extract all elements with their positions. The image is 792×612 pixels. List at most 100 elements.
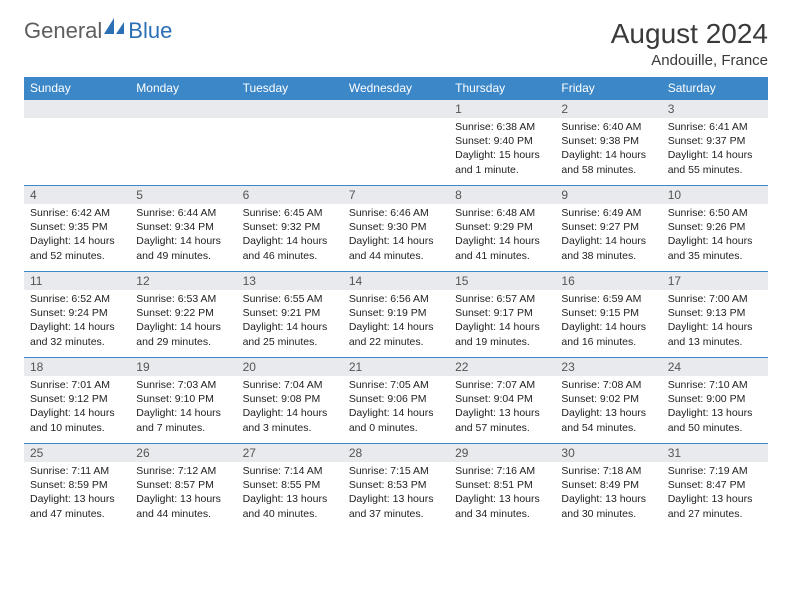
- day-data: Sunrise: 6:55 AMSunset: 9:21 PMDaylight:…: [237, 290, 343, 353]
- calendar-body: 1Sunrise: 6:38 AMSunset: 9:40 PMDaylight…: [24, 100, 768, 530]
- sail-icon: [104, 18, 126, 36]
- day-data: Sunrise: 7:15 AMSunset: 8:53 PMDaylight:…: [343, 462, 449, 525]
- day-header: Monday: [130, 77, 236, 100]
- day-number-empty: [237, 100, 343, 118]
- day-data: Sunrise: 6:50 AMSunset: 9:26 PMDaylight:…: [662, 204, 768, 267]
- daylight-line: Daylight: 14 hours and 25 minutes.: [243, 320, 337, 348]
- calendar-day-cell: 21Sunrise: 7:05 AMSunset: 9:06 PMDayligh…: [343, 358, 449, 444]
- daylight-line: Daylight: 14 hours and 41 minutes.: [455, 234, 549, 262]
- day-data: Sunrise: 6:49 AMSunset: 9:27 PMDaylight:…: [555, 204, 661, 267]
- daylight-line: Daylight: 13 hours and 47 minutes.: [30, 492, 124, 520]
- day-data: Sunrise: 6:57 AMSunset: 9:17 PMDaylight:…: [449, 290, 555, 353]
- daylight-line: Daylight: 13 hours and 54 minutes.: [561, 406, 655, 434]
- calendar-page: General Blue August 2024 Andouille, Fran…: [0, 0, 792, 530]
- sunset-line: Sunset: 9:04 PM: [455, 392, 549, 406]
- sunrise-line: Sunrise: 7:18 AM: [561, 464, 655, 478]
- day-data: Sunrise: 7:05 AMSunset: 9:06 PMDaylight:…: [343, 376, 449, 439]
- sunset-line: Sunset: 9:06 PM: [349, 392, 443, 406]
- daylight-line: Daylight: 14 hours and 16 minutes.: [561, 320, 655, 348]
- calendar-day-cell: 28Sunrise: 7:15 AMSunset: 8:53 PMDayligh…: [343, 444, 449, 530]
- day-header-row: SundayMondayTuesdayWednesdayThursdayFrid…: [24, 77, 768, 100]
- sunset-line: Sunset: 9:32 PM: [243, 220, 337, 234]
- sunset-line: Sunset: 9:13 PM: [668, 306, 762, 320]
- day-number: 7: [343, 186, 449, 204]
- daylight-line: Daylight: 14 hours and 35 minutes.: [668, 234, 762, 262]
- calendar-empty-cell: [343, 100, 449, 186]
- day-header: Wednesday: [343, 77, 449, 100]
- sunrise-line: Sunrise: 7:19 AM: [668, 464, 762, 478]
- sunrise-line: Sunrise: 6:48 AM: [455, 206, 549, 220]
- sunrise-line: Sunrise: 6:57 AM: [455, 292, 549, 306]
- daylight-line: Daylight: 13 hours and 37 minutes.: [349, 492, 443, 520]
- day-data: Sunrise: 7:00 AMSunset: 9:13 PMDaylight:…: [662, 290, 768, 353]
- day-number: 27: [237, 444, 343, 462]
- sunset-line: Sunset: 8:55 PM: [243, 478, 337, 492]
- calendar-day-cell: 12Sunrise: 6:53 AMSunset: 9:22 PMDayligh…: [130, 272, 236, 358]
- day-number-empty: [130, 100, 236, 118]
- brand-text-general: General: [24, 18, 102, 44]
- day-number: 24: [662, 358, 768, 376]
- calendar-empty-cell: [24, 100, 130, 186]
- sunrise-line: Sunrise: 7:07 AM: [455, 378, 549, 392]
- sunrise-line: Sunrise: 7:15 AM: [349, 464, 443, 478]
- day-data: Sunrise: 6:42 AMSunset: 9:35 PMDaylight:…: [24, 204, 130, 267]
- sunset-line: Sunset: 9:37 PM: [668, 134, 762, 148]
- day-number: 10: [662, 186, 768, 204]
- calendar-day-cell: 14Sunrise: 6:56 AMSunset: 9:19 PMDayligh…: [343, 272, 449, 358]
- calendar-day-cell: 9Sunrise: 6:49 AMSunset: 9:27 PMDaylight…: [555, 186, 661, 272]
- location-label: Andouille, France: [611, 52, 768, 69]
- daylight-line: Daylight: 13 hours and 57 minutes.: [455, 406, 549, 434]
- calendar-day-cell: 30Sunrise: 7:18 AMSunset: 8:49 PMDayligh…: [555, 444, 661, 530]
- sunset-line: Sunset: 9:24 PM: [30, 306, 124, 320]
- day-data: Sunrise: 6:59 AMSunset: 9:15 PMDaylight:…: [555, 290, 661, 353]
- calendar-day-cell: 31Sunrise: 7:19 AMSunset: 8:47 PMDayligh…: [662, 444, 768, 530]
- sunset-line: Sunset: 9:38 PM: [561, 134, 655, 148]
- calendar-day-cell: 15Sunrise: 6:57 AMSunset: 9:17 PMDayligh…: [449, 272, 555, 358]
- day-number: 31: [662, 444, 768, 462]
- sunset-line: Sunset: 9:21 PM: [243, 306, 337, 320]
- daylight-line: Daylight: 14 hours and 49 minutes.: [136, 234, 230, 262]
- day-number: 14: [343, 272, 449, 290]
- calendar-table: SundayMondayTuesdayWednesdayThursdayFrid…: [24, 77, 768, 530]
- sunset-line: Sunset: 8:47 PM: [668, 478, 762, 492]
- day-header: Friday: [555, 77, 661, 100]
- sunset-line: Sunset: 9:19 PM: [349, 306, 443, 320]
- sunrise-line: Sunrise: 7:12 AM: [136, 464, 230, 478]
- day-number: 25: [24, 444, 130, 462]
- day-data: Sunrise: 7:18 AMSunset: 8:49 PMDaylight:…: [555, 462, 661, 525]
- day-data: Sunrise: 7:14 AMSunset: 8:55 PMDaylight:…: [237, 462, 343, 525]
- daylight-line: Daylight: 14 hours and 3 minutes.: [243, 406, 337, 434]
- calendar-day-cell: 2Sunrise: 6:40 AMSunset: 9:38 PMDaylight…: [555, 100, 661, 186]
- calendar-day-cell: 5Sunrise: 6:44 AMSunset: 9:34 PMDaylight…: [130, 186, 236, 272]
- calendar-day-cell: 23Sunrise: 7:08 AMSunset: 9:02 PMDayligh…: [555, 358, 661, 444]
- calendar-day-cell: 13Sunrise: 6:55 AMSunset: 9:21 PMDayligh…: [237, 272, 343, 358]
- daylight-line: Daylight: 13 hours and 40 minutes.: [243, 492, 337, 520]
- sunset-line: Sunset: 8:53 PM: [349, 478, 443, 492]
- day-data: Sunrise: 6:40 AMSunset: 9:38 PMDaylight:…: [555, 118, 661, 181]
- day-data: Sunrise: 7:03 AMSunset: 9:10 PMDaylight:…: [130, 376, 236, 439]
- day-number: 12: [130, 272, 236, 290]
- daylight-line: Daylight: 14 hours and 13 minutes.: [668, 320, 762, 348]
- sunset-line: Sunset: 9:12 PM: [30, 392, 124, 406]
- sunset-line: Sunset: 9:34 PM: [136, 220, 230, 234]
- sunrise-line: Sunrise: 7:05 AM: [349, 378, 443, 392]
- calendar-day-cell: 24Sunrise: 7:10 AMSunset: 9:00 PMDayligh…: [662, 358, 768, 444]
- day-data: Sunrise: 6:48 AMSunset: 9:29 PMDaylight:…: [449, 204, 555, 267]
- day-number: 30: [555, 444, 661, 462]
- calendar-day-cell: 19Sunrise: 7:03 AMSunset: 9:10 PMDayligh…: [130, 358, 236, 444]
- sunrise-line: Sunrise: 6:52 AM: [30, 292, 124, 306]
- brand-text-blue: Blue: [128, 18, 172, 44]
- brand-logo: General Blue: [24, 18, 172, 44]
- sunrise-line: Sunrise: 7:01 AM: [30, 378, 124, 392]
- daylight-line: Daylight: 13 hours and 50 minutes.: [668, 406, 762, 434]
- calendar-day-cell: 1Sunrise: 6:38 AMSunset: 9:40 PMDaylight…: [449, 100, 555, 186]
- sunset-line: Sunset: 8:59 PM: [30, 478, 124, 492]
- sunrise-line: Sunrise: 6:41 AM: [668, 120, 762, 134]
- sunset-line: Sunset: 8:49 PM: [561, 478, 655, 492]
- day-number: 16: [555, 272, 661, 290]
- day-number: 3: [662, 100, 768, 118]
- day-data: Sunrise: 7:01 AMSunset: 9:12 PMDaylight:…: [24, 376, 130, 439]
- sunset-line: Sunset: 9:22 PM: [136, 306, 230, 320]
- day-number: 28: [343, 444, 449, 462]
- calendar-day-cell: 22Sunrise: 7:07 AMSunset: 9:04 PMDayligh…: [449, 358, 555, 444]
